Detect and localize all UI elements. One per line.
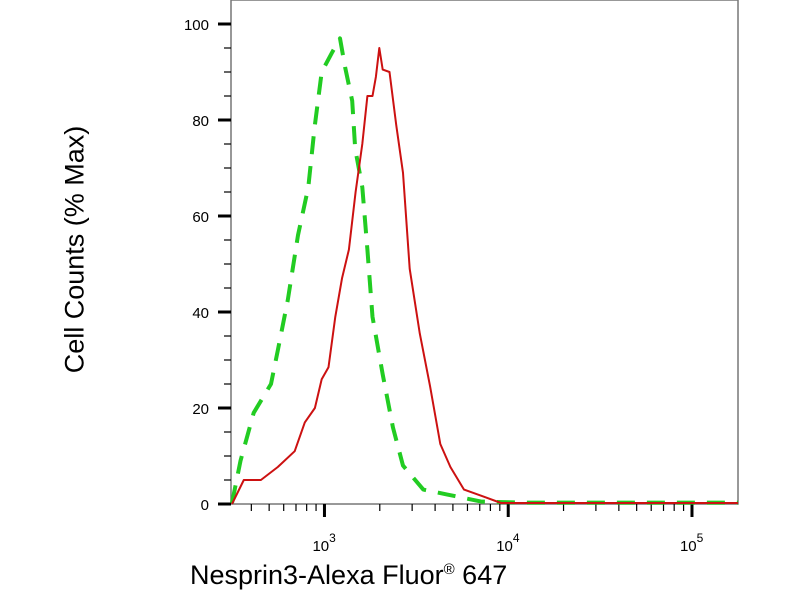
y-tick-label: 80: [192, 113, 209, 130]
x-tick-label: 104: [496, 531, 520, 555]
x-axis-label-text: Nesprin3-Alexa Fluor: [190, 560, 444, 590]
y-tick-label: 20: [192, 401, 209, 418]
y-tick-label: 0: [201, 497, 209, 514]
control-histogram-line: [230, 36, 738, 505]
plot-frame: [230, 0, 739, 505]
x-tick-label: 105: [680, 531, 704, 555]
y-axis-label: Cell Counts (% Max): [59, 125, 90, 374]
x-tick-label: 103: [312, 531, 336, 555]
y-tick-label: 100: [184, 17, 209, 34]
sample-histogram-line: [231, 47, 738, 505]
y-tick-label: 60: [192, 209, 209, 226]
registered-mark: ®: [443, 561, 455, 578]
x-axis-label-suffix: 647: [454, 560, 508, 590]
y-tick-label: 40: [192, 305, 209, 322]
x-axis-label: Nesprin3-Alexa Fluor® 647: [190, 560, 507, 591]
